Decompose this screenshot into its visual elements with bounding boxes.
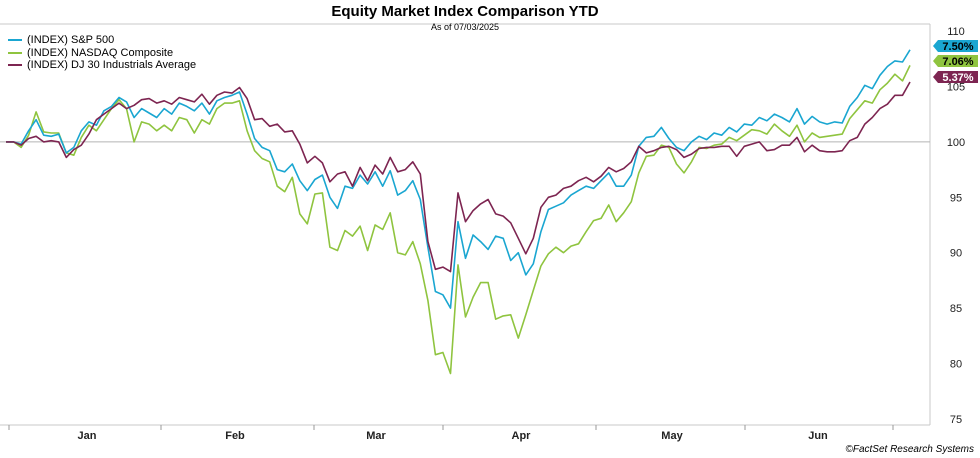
y-tick-label-105: 105 [947,81,965,93]
x-tick-label-feb: Feb [225,430,245,442]
y-tick-label-95: 95 [950,192,962,204]
y-tick-label-90: 90 [950,248,962,260]
series-line-dj30 [6,81,911,273]
plot-frame [0,23,931,426]
y-tick-label-80: 80 [950,359,962,371]
chart-subtitle: As of 07/03/2025 [430,22,500,32]
series-line-nasdaq [6,65,911,375]
end-value-labels: 7.50% 7.06% 5.37% [933,40,978,84]
x-tick-label-apr: Apr [512,430,532,442]
series-line-sp500 [6,49,911,309]
x-tick-label-jan: Jan [78,430,97,442]
end-label-tag-dj30 [933,71,978,83]
x-tick-label-mar: Mar [366,430,386,442]
legend-item-sp500: (INDEX) S&P 500 [8,34,196,47]
x-tick-label-jun: Jun [808,430,828,442]
y-tick-label-85: 85 [950,303,962,315]
legend-swatch-dj30 [8,64,22,67]
y-axis-ticks: 75 80 85 90 95 100 105 110 [947,26,965,426]
end-label-text-nasdaq: 7.06% [942,56,973,68]
legend-swatch-nasdaq [8,51,22,54]
legend-label-dj30: (INDEX) DJ 30 Industrials Average [27,59,197,71]
legend-label-sp500: (INDEX) S&P 500 [27,34,115,46]
y-tick-label-75: 75 [950,414,962,426]
end-label-text-sp500: 7.50% [942,41,973,53]
x-axis-ticks: Jan Feb Mar Apr May Jun [8,425,894,442]
source-credit: ©FactSet Research Systems [845,444,974,455]
end-label-tag-nasdaq [933,55,978,67]
end-label-text-dj30: 5.37% [942,72,973,84]
y-tick-label-100: 100 [947,137,965,149]
legend-label-nasdaq: (INDEX) NASDAQ Composite [27,46,174,59]
chart-title: Equity Market Index Comparison YTD [331,3,599,20]
x-tick-label-may: May [661,430,683,442]
y-tick-label-110: 110 [947,26,965,38]
legend: (INDEX) S&P 500 (INDEX) NASDAQ Composite… [8,34,196,72]
series-lines [6,49,911,375]
legend-swatch-sp500 [8,39,22,42]
end-label-tag-sp500 [933,40,978,52]
legend-item-nasdaq: (INDEX) NASDAQ Composite [8,47,196,60]
legend-item-dj30: (INDEX) DJ 30 Industrials Average [8,59,196,72]
